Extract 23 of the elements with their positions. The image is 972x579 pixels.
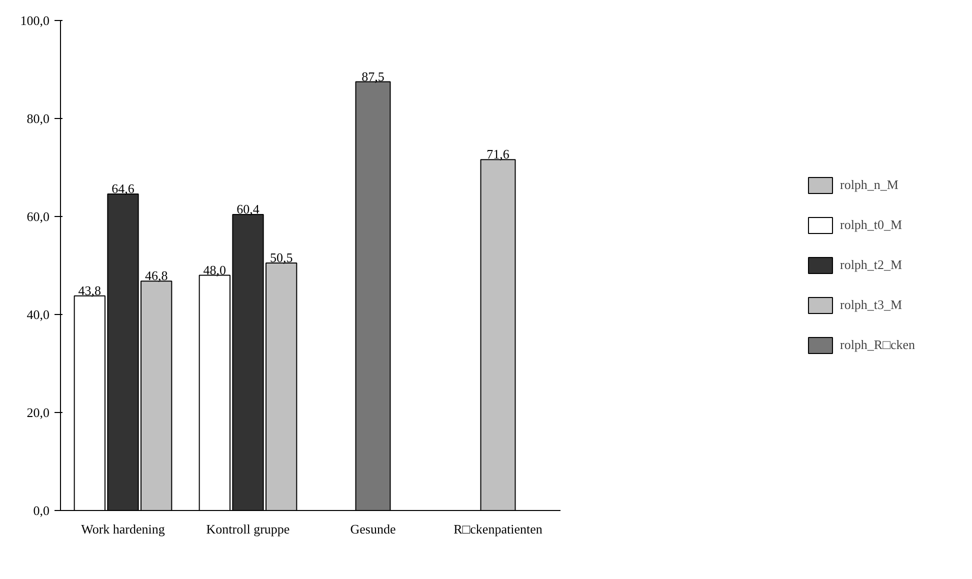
- y-tick-label: 80,0: [26, 111, 50, 126]
- y-tick-label: 40,0: [26, 307, 50, 322]
- data-label: 87,5: [362, 68, 384, 84]
- data-label: 60,4: [236, 202, 260, 217]
- data-label: 71,6: [486, 146, 510, 162]
- y-tick-label: 0,0: [33, 503, 50, 518]
- data-label: 50,5: [270, 250, 293, 266]
- legend-label: rolph_n_M: [840, 177, 898, 193]
- x-tick-label: Kontroll gruppe: [206, 522, 290, 536]
- x-tick-label: R□ckenpatienten: [454, 522, 543, 536]
- legend-label: rolph_R□cken: [840, 337, 916, 353]
- x-tick-label: Work hardening: [81, 522, 166, 536]
- y-tick-label: 100,0: [20, 13, 50, 28]
- data-label: 43,8: [78, 282, 102, 298]
- y-tick-label: 20,0: [26, 405, 50, 420]
- data-label: 46,8: [144, 268, 168, 284]
- data-label: 64,6: [112, 180, 135, 196]
- y-tick-label: 60,0: [26, 209, 50, 224]
- legend-label: rolph_t3_M: [840, 297, 902, 313]
- legend-label: rolph_t0_M: [840, 217, 902, 233]
- legend-label: rolph_t2_M: [840, 257, 902, 273]
- data-label: 48,0: [203, 262, 226, 278]
- x-tick-label: Gesunde: [350, 522, 396, 536]
